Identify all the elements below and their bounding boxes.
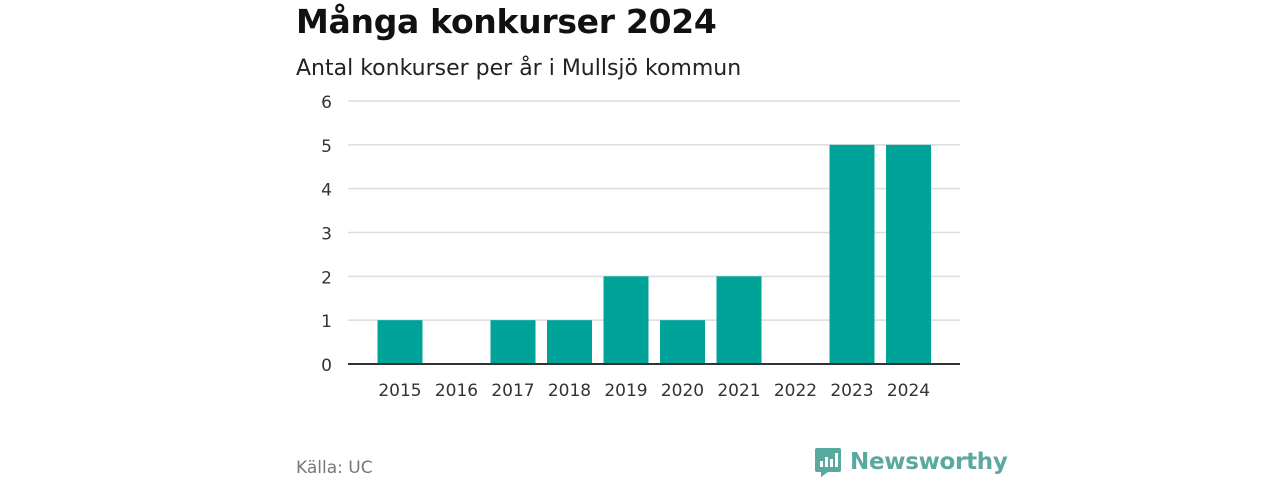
x-tick-label: 2018 — [548, 381, 591, 401]
x-tick-label: 2017 — [491, 381, 534, 401]
brand-logo: Newsworthy — [814, 446, 1008, 478]
y-tick-label: 0 — [321, 356, 332, 376]
bar — [603, 276, 649, 364]
bar-chart: 0 1 2 3 4 5 6 2015 2016 2017 2018 2019 2020 2021 2022 2… — [321, 93, 960, 401]
source-note: Källa: UC — [296, 458, 373, 478]
y-tick-label: 6 — [321, 93, 332, 113]
x-tick-label: 2019 — [604, 381, 647, 401]
x-tick-label: 2021 — [717, 381, 760, 401]
y-tick-label: 1 — [321, 312, 332, 332]
y-tick-label: 3 — [321, 225, 332, 245]
x-tick-label: 2023 — [830, 381, 873, 401]
bar — [886, 144, 931, 364]
chart-subtitle: Antal konkurser per år i Mullsjö kommun — [296, 56, 742, 81]
bar — [716, 276, 762, 364]
brand-name: Newsworthy — [850, 449, 1008, 475]
y-tick-label: 4 — [321, 181, 332, 201]
y-tick-label: 2 — [321, 268, 332, 288]
chart-title: Många konkurser 2024 — [296, 2, 717, 41]
newsworthy-logo-icon — [815, 448, 841, 477]
y-tick-label: 5 — [321, 137, 332, 157]
bar — [829, 144, 875, 364]
bar — [547, 320, 592, 364]
bar — [490, 320, 536, 364]
x-tick-label: 2022 — [774, 381, 817, 401]
bar — [660, 320, 705, 364]
bar — [377, 320, 423, 364]
x-tick-label: 2016 — [435, 381, 478, 401]
x-tick-label: 2015 — [378, 381, 421, 401]
x-tick-label: 2024 — [887, 381, 930, 401]
x-tick-label: 2020 — [661, 381, 704, 401]
